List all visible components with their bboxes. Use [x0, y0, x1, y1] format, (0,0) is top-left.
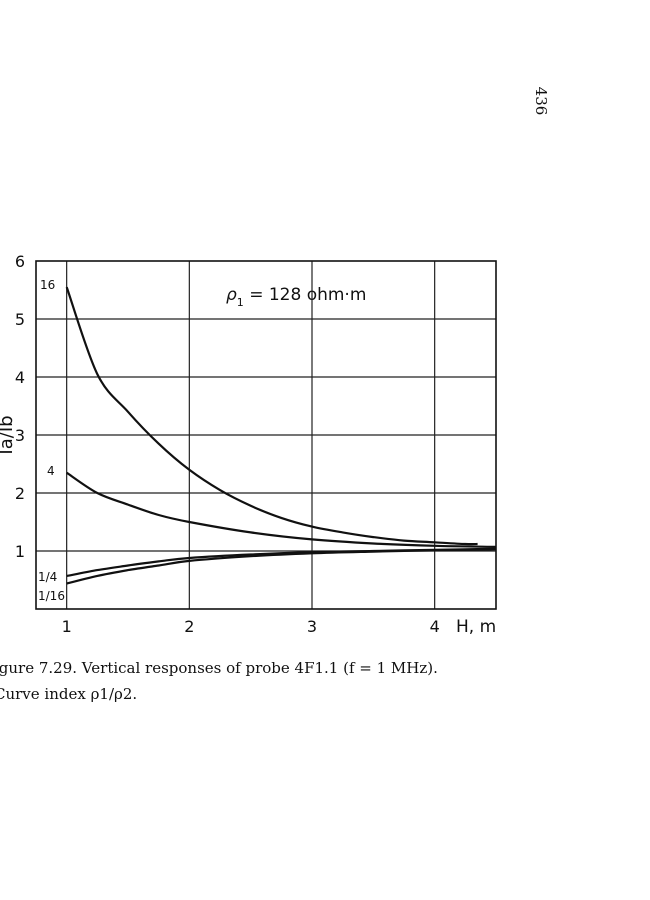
grid	[36, 261, 496, 609]
x-axis-label: H, m	[456, 617, 496, 637]
y-tick-label: 1	[15, 542, 25, 561]
curve-4	[66, 471, 497, 548]
figure-caption-line2: Curve index ρ1/ρ2.	[0, 685, 138, 703]
y-axis-label: Ia/Ib	[0, 415, 17, 454]
curve-1-16	[66, 548, 497, 585]
x-tick-label: 3	[307, 617, 317, 636]
y-tick-label: 5	[15, 310, 25, 329]
annotation-rho: ρ	[226, 285, 237, 305]
curve-label: 4	[47, 464, 55, 478]
annotation-subscript: 1	[237, 296, 244, 309]
x-tick-label: 4	[430, 617, 440, 636]
tick-labels: 1 2 3 4 1 2 3 4 5 6	[15, 252, 440, 636]
plot-frame	[35, 260, 497, 610]
y-tick-label: 2	[15, 484, 25, 503]
curve-1-4	[66, 547, 497, 577]
y-tick-label: 6	[15, 252, 25, 271]
curve-label: 16	[40, 278, 55, 292]
curve-label: 1/4	[38, 570, 57, 584]
y-tick-label: 4	[15, 368, 25, 387]
series-group	[65, 286, 497, 585]
curve-label: 1/16	[38, 589, 65, 603]
annotation-value: = 128 ohm·m	[244, 285, 367, 305]
y-tick-label: 3	[15, 426, 25, 445]
figure-caption-line1: igure 7.29. Vertical responses of probe …	[0, 659, 438, 677]
x-tick-label: 2	[184, 617, 194, 636]
curve-16	[65, 286, 478, 546]
series-labels: 16 4 1/4 1/16	[38, 278, 65, 603]
rho-annotation: ρ1 = 128 ohm·m	[226, 285, 366, 309]
x-tick-label: 1	[62, 617, 72, 636]
